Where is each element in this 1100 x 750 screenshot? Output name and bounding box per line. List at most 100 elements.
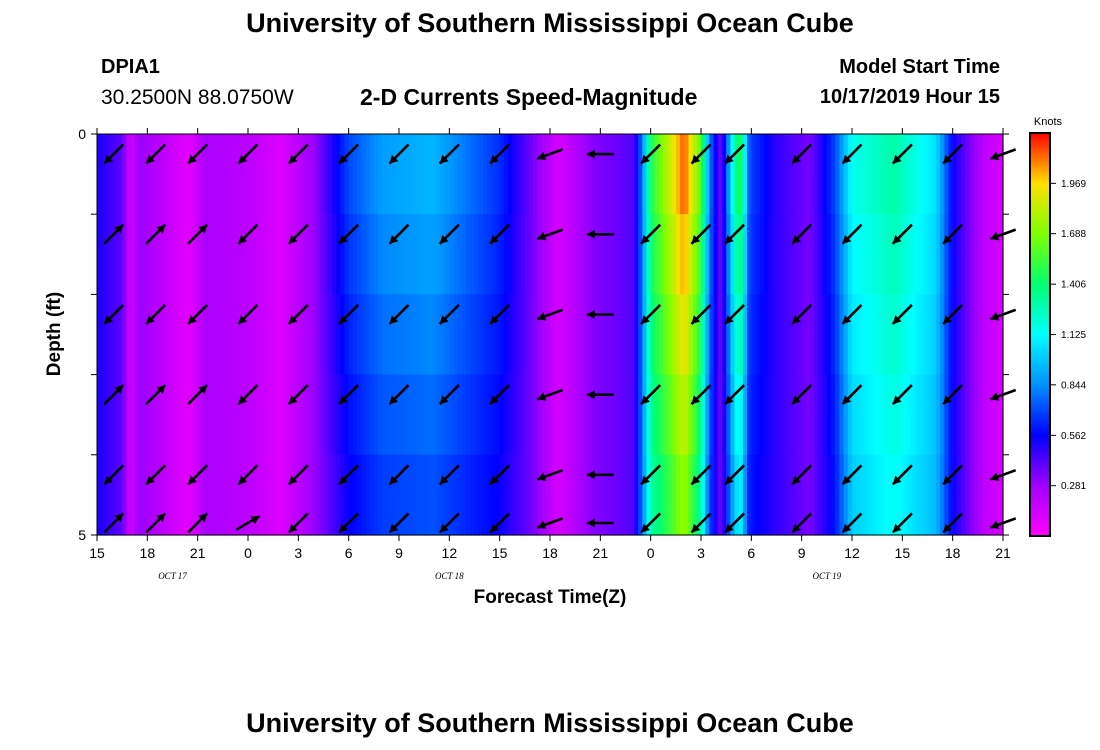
heatmap-cell (667, 454, 673, 536)
current-arrow (690, 143, 712, 165)
heatmap-cell (457, 374, 463, 456)
heatmap-cell (625, 454, 631, 536)
heatmap-cell (642, 454, 648, 536)
heatmap-cell (763, 374, 769, 456)
heatmap-cell (373, 214, 379, 295)
heatmap-cell (935, 374, 941, 456)
heatmap-cell (638, 374, 643, 456)
current-arrow (287, 143, 309, 165)
current-arrow (640, 223, 662, 245)
heatmap-cell (982, 294, 987, 376)
heatmap-cell (310, 134, 316, 215)
heatmap-cell (923, 294, 929, 376)
current-arrow (841, 223, 863, 245)
heatmap-cell (893, 134, 899, 215)
heatmap-cell (474, 374, 480, 456)
heatmap-cell (419, 454, 425, 536)
heatmap-cell (155, 454, 161, 536)
heatmap-cell (470, 134, 476, 215)
heatmap-cell (415, 134, 421, 215)
heatmap-cell (751, 134, 757, 215)
heatmap-cell (797, 214, 803, 295)
heatmap-cell (445, 214, 450, 295)
heatmap-cell (986, 134, 992, 215)
heatmap-cell (654, 134, 660, 215)
heatmap-cell (407, 134, 413, 215)
heatmap-cell (390, 134, 396, 215)
heatmap-cell (222, 374, 228, 456)
current-arrow (145, 303, 167, 325)
heatmap-cell (151, 294, 157, 376)
heatmap-cell (768, 374, 773, 456)
heatmap-cell (461, 134, 467, 215)
heatmap-cell (902, 214, 908, 295)
heatmap-cell (235, 374, 241, 456)
heatmap-cell (612, 294, 618, 376)
heatmap-cell (570, 214, 576, 295)
heatmap-cell (696, 374, 702, 456)
model-start-label: Model Start Time (839, 56, 1000, 78)
heatmap-cell (302, 294, 308, 376)
heatmap-cell (747, 214, 752, 295)
heatmap-cell (407, 454, 413, 536)
current-arrow (690, 464, 712, 486)
heatmap-cell (801, 294, 807, 376)
heatmap-cell (826, 294, 832, 376)
heatmap-cell (789, 214, 794, 295)
heatmap-cell (998, 294, 1004, 376)
heatmap-cell (529, 214, 534, 295)
heatmap-cell (273, 454, 278, 536)
heatmap-cell (872, 294, 878, 376)
heatmap-cell (810, 134, 815, 215)
heatmap-cell (520, 454, 526, 536)
heatmap-cell (168, 294, 174, 376)
heatmap-cell (604, 294, 610, 376)
heatmap-cell (587, 374, 593, 456)
heatmap-cell (952, 454, 958, 536)
heatmap-cell (738, 454, 744, 536)
heatmap-cell (793, 454, 799, 536)
x-tick-label: 21 (190, 545, 206, 561)
heatmap-cell (931, 214, 937, 295)
heatmap-cell (541, 294, 547, 376)
heatmap-cell (487, 134, 492, 215)
heatmap-cell (612, 374, 618, 456)
heatmap-cell (491, 454, 497, 536)
heatmap-cell (638, 454, 643, 536)
heatmap-cell (214, 294, 220, 376)
heatmap-cell (646, 214, 652, 295)
heatmap-cell (445, 294, 450, 376)
heatmap-cell (285, 214, 291, 295)
heatmap-cell (977, 214, 983, 295)
heatmap-cell (772, 454, 778, 536)
heatmap-cell (591, 214, 597, 295)
heatmap-cell (642, 294, 648, 376)
heatmap-cell (214, 134, 220, 215)
heatmap-cell (147, 294, 153, 376)
heatmap-cell (860, 294, 866, 376)
heatmap-cell (919, 134, 924, 215)
heatmap-cell (210, 294, 216, 376)
heatmap-cell (466, 294, 471, 376)
current-arrow (489, 143, 511, 165)
heatmap-cell (977, 374, 983, 456)
heatmap-cell (780, 294, 786, 376)
heatmap-cell (260, 294, 266, 376)
heatmap-cell (562, 454, 568, 536)
heatmap-cell (914, 454, 920, 536)
heatmap-cell (122, 214, 127, 295)
heatmap-cell (449, 374, 455, 456)
heatmap-cell (206, 294, 211, 376)
heatmap-cell (474, 454, 480, 536)
current-arrow (586, 229, 614, 239)
heatmap-cell (784, 134, 790, 215)
heatmap-cell (478, 214, 484, 295)
heatmap-cell (268, 214, 274, 295)
heatmap-cell (138, 454, 144, 536)
heatmap-cell (440, 454, 446, 536)
current-arrow (536, 228, 564, 241)
x-tick-label: 21 (995, 545, 1011, 561)
heatmap-cell (734, 214, 740, 295)
heatmap-cell (680, 374, 685, 456)
heatmap-cell (482, 374, 488, 456)
